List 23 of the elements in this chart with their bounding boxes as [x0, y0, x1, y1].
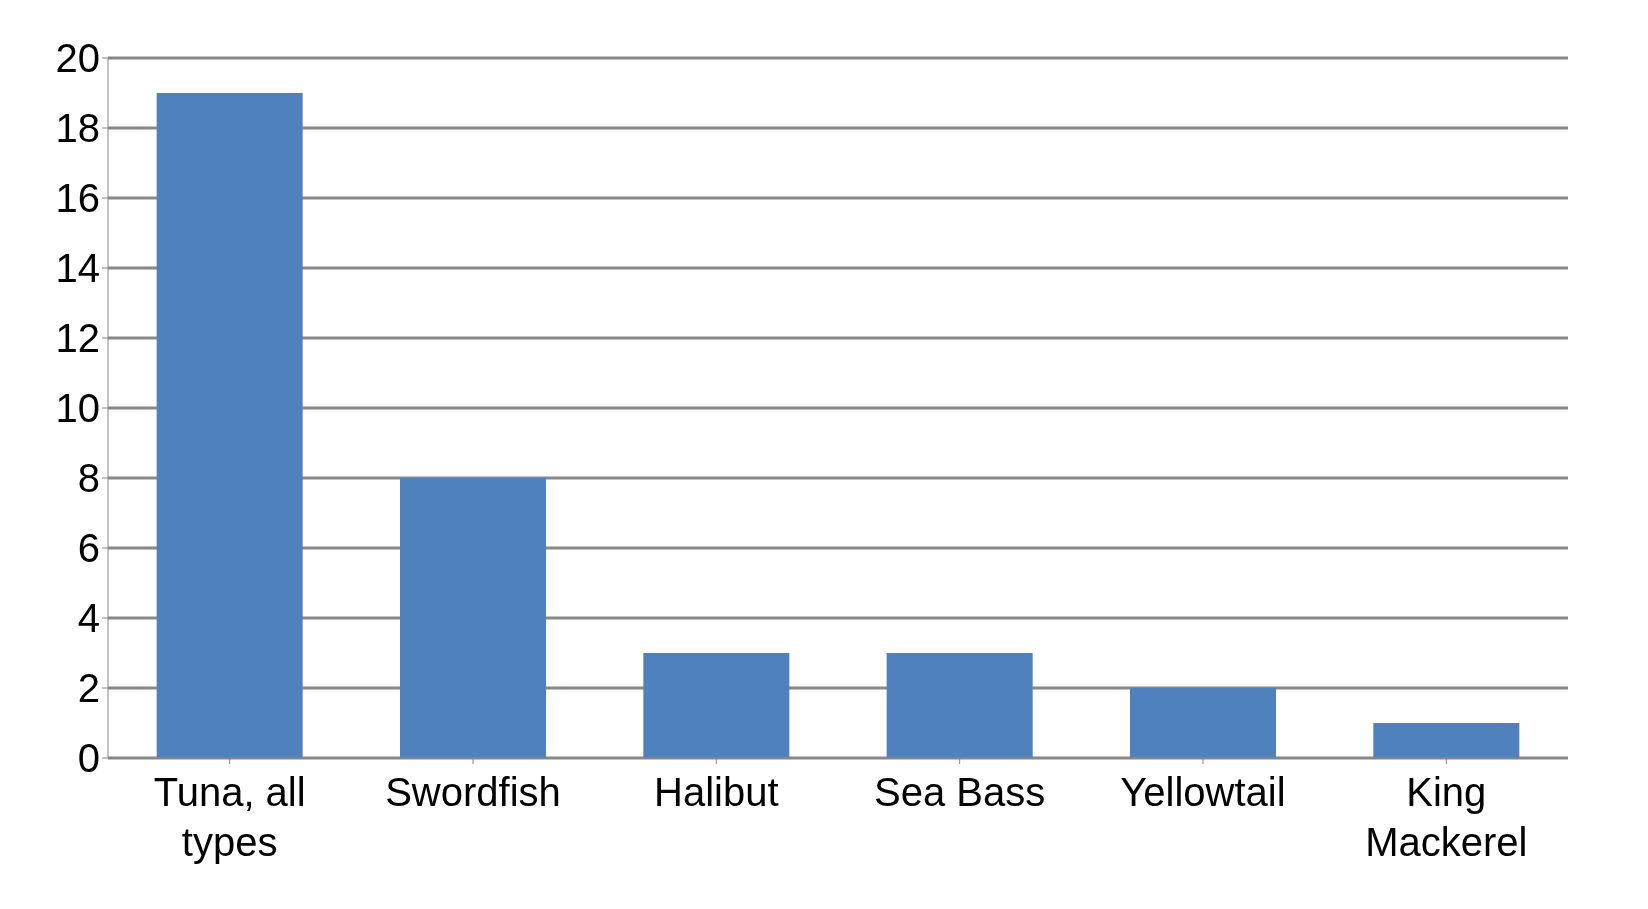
x-tick-label: Sea Bass [874, 770, 1046, 814]
x-tick-label: Halibut [654, 770, 779, 814]
x-tick-label: Swordfish [385, 770, 561, 814]
y-tick-label: 20 [55, 36, 100, 81]
y-tick-label: 16 [55, 176, 100, 221]
y-tick-label: 4 [77, 596, 100, 641]
x-tick-label: Tuna, all types [153, 770, 306, 864]
y-tick-label: 6 [77, 526, 100, 571]
y-tick-label: 18 [55, 106, 100, 151]
y-tick-label: 12 [55, 316, 100, 361]
y-tick-label: 0 [77, 736, 100, 781]
bar [156, 93, 303, 758]
y-tick-label: 8 [77, 456, 100, 501]
bar [643, 653, 790, 758]
bar [1130, 688, 1276, 758]
bar [886, 653, 1033, 758]
y-tick-label: 2 [77, 666, 100, 711]
bar [1373, 723, 1520, 758]
y-tick-label: 10 [55, 386, 100, 431]
y-tick-label: 14 [55, 246, 100, 291]
x-tick-label: Yellowtail [1120, 770, 1286, 814]
x-tick-label: King Mackerel [1365, 770, 1528, 864]
bar [400, 478, 546, 758]
